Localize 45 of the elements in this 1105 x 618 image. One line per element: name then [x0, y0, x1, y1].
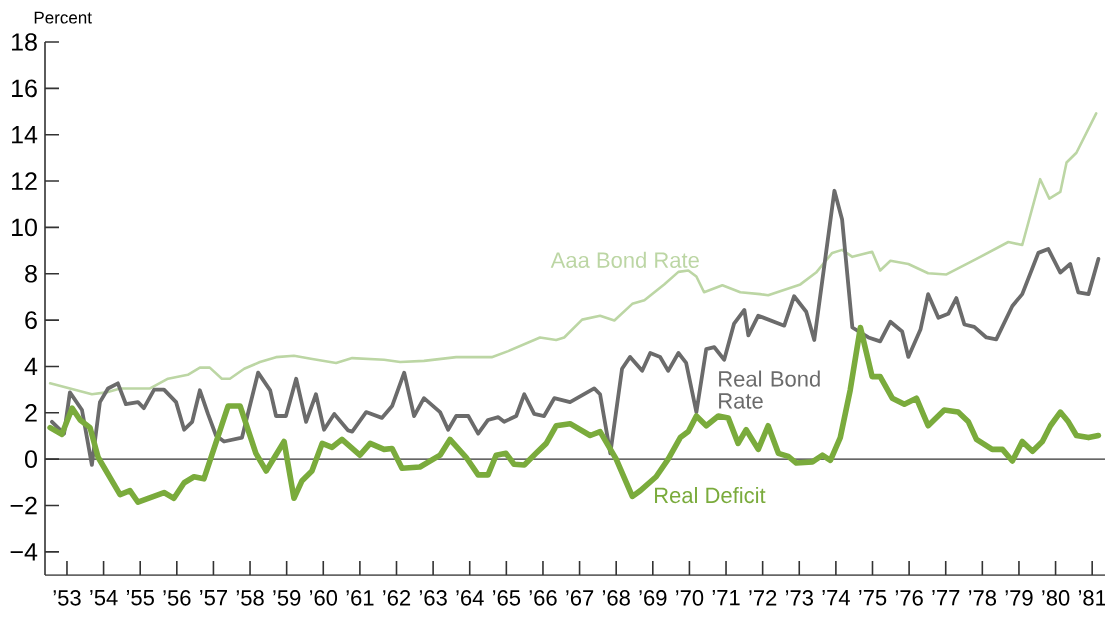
x-tick-label: ’71 [712, 590, 740, 606]
y-tick-label: 6 [25, 311, 37, 329]
series-label: Aaa Bond Rate [550, 251, 699, 268]
x-tick-label: ’67 [566, 590, 594, 606]
x-tick-label: ’68 [602, 590, 630, 606]
y-axis-title: Percent [34, 11, 92, 24]
series-label: Real Deficit [655, 486, 766, 504]
x-tick-label: ’74 [822, 590, 850, 606]
y-tick-label: 12 [12, 172, 37, 190]
series-label: Real Bond Rate [719, 370, 820, 409]
x-tick-label: ’66 [529, 590, 557, 606]
y-tick-label: 2 [25, 404, 37, 422]
x-tick-label: ’72 [749, 590, 777, 606]
x-tick-label: ’56 [163, 590, 191, 606]
y-tick-label: 18 [12, 33, 37, 51]
x-tick-label: ’79 [1005, 590, 1033, 606]
x-tick-label: ’78 [969, 590, 997, 606]
y-tick-label: 14 [12, 126, 38, 144]
x-tick-label: ’58 [236, 590, 264, 606]
x-tick-label: ’73 [785, 590, 813, 606]
x-tick-label: ’54 [90, 590, 118, 606]
x-tick-label: ’77 [932, 590, 960, 606]
x-tick-label: ’65 [493, 590, 521, 606]
x-tick-label: ’55 [126, 590, 154, 606]
x-tick-label: ’64 [456, 590, 484, 606]
x-tick-label: ’81 [1078, 590, 1105, 606]
x-tick-label: ’75 [859, 590, 887, 606]
y-tick-label: 10 [12, 218, 37, 237]
y-tick-label: −4 [10, 543, 38, 561]
x-tick-label: ’60 [309, 590, 338, 606]
y-tick-label: 4 [24, 357, 38, 376]
x-tick-label: ’63 [419, 590, 447, 606]
x-tick-label: ’62 [383, 590, 411, 606]
x-tick-label: ’57 [200, 590, 227, 606]
x-tick-label: ’69 [639, 590, 667, 606]
y-tick-label: 0 [25, 450, 37, 468]
x-tick-label: ’59 [273, 590, 301, 606]
y-tick-label: −2 [10, 496, 37, 515]
x-tick-label: ’53 [53, 590, 81, 606]
y-tick-label: 8 [25, 264, 37, 283]
x-tick-label: ’76 [895, 590, 923, 606]
x-tick-label: ’80 [1042, 590, 1070, 606]
x-tick-label: ’70 [676, 590, 704, 606]
x-tick-label: ’61 [346, 590, 374, 606]
y-tick-label: 16 [12, 79, 37, 98]
